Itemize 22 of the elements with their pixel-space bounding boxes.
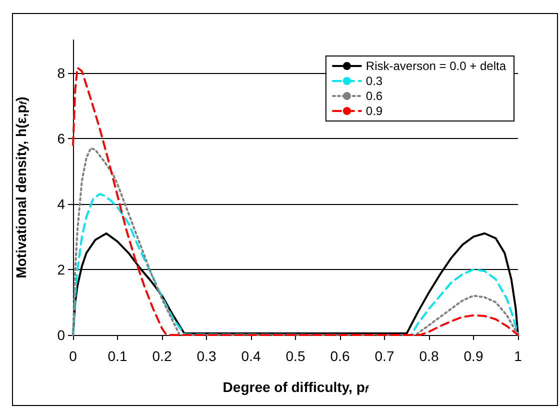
x-tick-label: 0.6: [330, 348, 350, 364]
y-tick-label: 0: [57, 327, 66, 343]
y-axis-title: Motivational density, h(ε,pf): [13, 96, 30, 278]
legend-label: 0.9: [366, 104, 383, 118]
x-tick-label: 0.2: [152, 348, 172, 364]
x-tick-label: 0.8: [419, 348, 439, 364]
x-tick-label: 0: [69, 348, 78, 364]
y-tick-label: 8: [57, 64, 66, 81]
x-axis-title: Degree of difficulty, pf: [222, 379, 370, 396]
y-tick-label: 4: [57, 196, 66, 212]
legend-label: 0.6: [366, 89, 383, 103]
legend-label: Risk-averson = 0.0 + delta: [366, 59, 506, 73]
x-tick-label: 0.5: [286, 348, 306, 364]
x-tick-label: 0.9: [464, 348, 484, 364]
x-tick-label: 0.7: [374, 348, 394, 364]
legend-label: 0.3: [366, 74, 383, 88]
x-tick-label: 0.1: [108, 348, 128, 364]
x-tick-label: 0.3: [196, 348, 216, 364]
x-tick-label: 0.4: [241, 348, 261, 364]
y-tick-label: 2: [57, 261, 66, 278]
x-tick-label: 1: [514, 348, 522, 364]
y-tick-label: 6: [57, 130, 66, 146]
